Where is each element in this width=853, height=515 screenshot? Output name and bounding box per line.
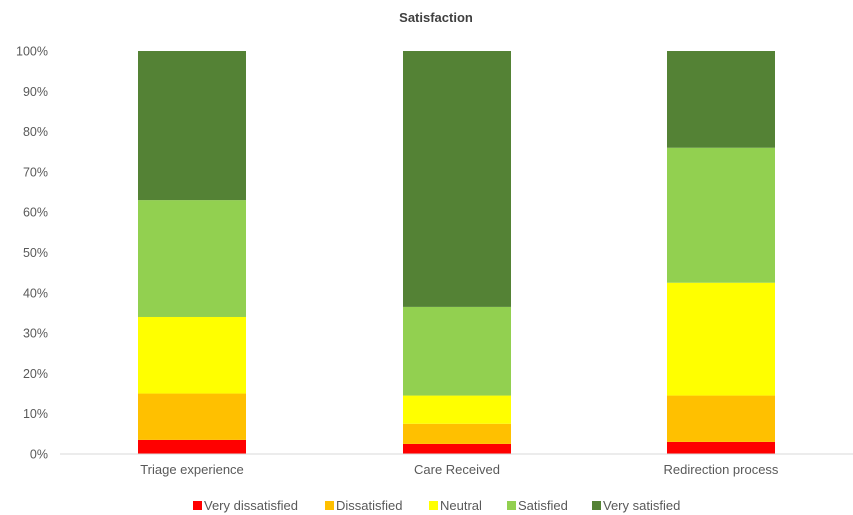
bar-segment [667, 441, 775, 454]
y-tick-label: 80% [23, 125, 48, 139]
bar-segment [138, 51, 246, 201]
legend-item: Very dissatisfied [193, 498, 298, 513]
bar-segment [138, 200, 246, 317]
bar-segment [403, 51, 511, 307]
y-tick-label: 0% [30, 448, 48, 462]
bar-segment [667, 282, 775, 396]
x-axis: Triage experience Care Received Redirectio… [140, 462, 779, 477]
y-tick-label: 70% [23, 165, 48, 179]
bar-segment [667, 51, 775, 148]
y-tick-label: 30% [23, 327, 48, 341]
y-tick-label: 10% [23, 407, 48, 421]
x-category-label: Triage experience [140, 462, 244, 477]
legend-swatch [592, 501, 601, 510]
legend-swatch [429, 501, 438, 510]
y-tick-label: 40% [23, 286, 48, 300]
bar-segment [667, 395, 775, 442]
chart-title: Satisfaction [399, 10, 473, 25]
legend-swatch [325, 501, 334, 510]
legend-swatch [193, 501, 202, 510]
bar-segment [138, 393, 246, 440]
bar-segment [667, 147, 775, 283]
legend-label: Dissatisfied [336, 498, 402, 513]
legend: Very dissatisfied Dissatisfied Neutral Sati… [193, 498, 680, 513]
bars [138, 51, 775, 454]
legend-label: Satisfied [518, 498, 568, 513]
bar-segment [138, 316, 246, 394]
y-tick-label: 20% [23, 367, 48, 381]
legend-label: Very satisfied [603, 498, 680, 513]
legend-swatch [507, 501, 516, 510]
y-tick-label: 60% [23, 206, 48, 220]
x-category-label: Care Received [414, 462, 500, 477]
y-tick-label: 100% [16, 45, 48, 59]
legend-item: Satisfied [507, 498, 568, 513]
y-tick-label: 50% [23, 246, 48, 260]
bar-segment [403, 395, 511, 424]
legend-item: Neutral [429, 498, 482, 513]
legend-label: Neutral [440, 498, 482, 513]
x-category-label: Redirection process [664, 462, 779, 477]
bar-segment [138, 439, 246, 454]
bar-segment [403, 443, 511, 454]
y-axis: 0% 10% 20% 30% 40% 50% 60% 70% 80% 90% 100% [16, 45, 48, 462]
bar-segment [403, 423, 511, 444]
bar-segment [403, 306, 511, 396]
y-tick-label: 90% [23, 85, 48, 99]
legend-item: Dissatisfied [325, 498, 402, 513]
legend-label: Very dissatisfied [204, 498, 298, 513]
legend-item: Very satisfied [592, 498, 680, 513]
